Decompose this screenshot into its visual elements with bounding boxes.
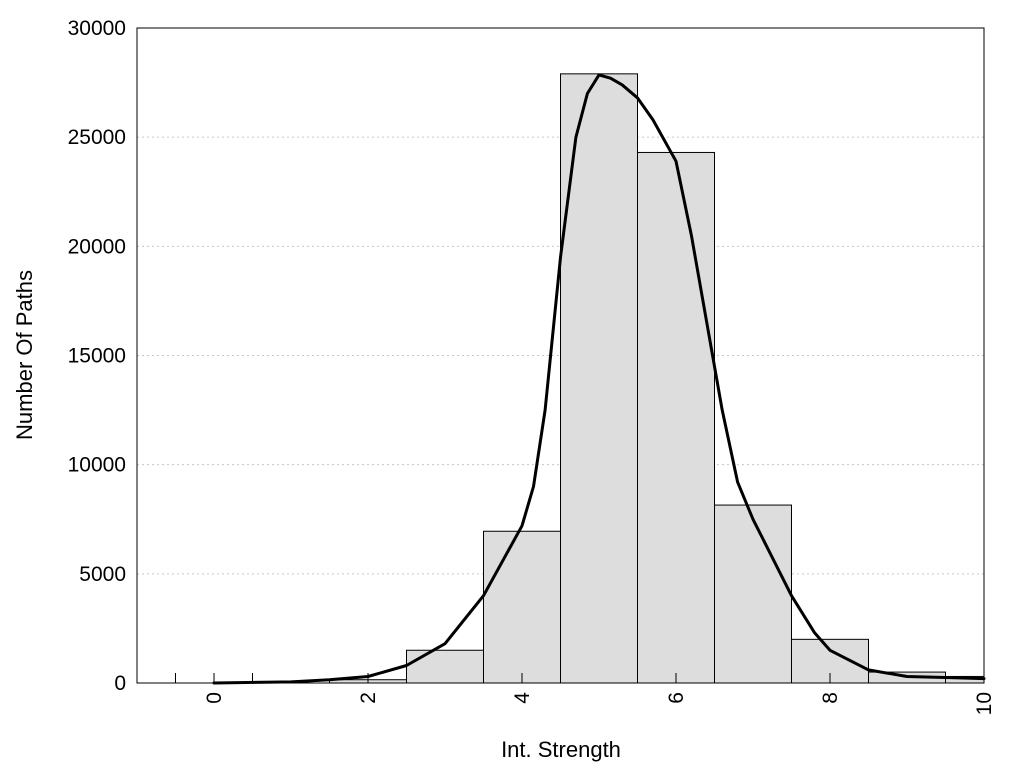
y-tick-label: 15000 [68,345,126,368]
x-axis-label: Int. Strength [501,737,621,762]
y-tick-label: 25000 [68,126,126,149]
x-tick-label: 8 [819,692,842,704]
plot-frame [136,27,985,684]
gridlines [137,136,984,575]
x-tick-label: 0 [203,692,226,704]
x-tick-label: 6 [665,692,688,704]
x-axis-ticks: 0 2 4 6 8 10 [203,673,996,715]
y-tick-label: 30000 [68,17,126,40]
bar [483,530,561,684]
y-axis-ticks: 0 5000 10000 15000 20000 25000 30000 [68,17,126,695]
bars [175,73,985,684]
y-tick-label: 20000 [68,235,126,258]
bar [637,151,715,684]
x-tick-label: 10 [973,692,996,715]
y-axis-label: Number Of Paths [12,270,37,440]
bar [406,649,484,684]
y-tick-label: 10000 [68,454,126,477]
y-tick-label: 0 [114,672,126,695]
x-tick-label: 2 [357,692,380,704]
fit-curve-line [212,73,986,685]
y-tick-label: 5000 [79,563,126,586]
x-tick-label: 4 [511,692,534,704]
bar [714,504,792,684]
fit-curve [212,73,986,685]
